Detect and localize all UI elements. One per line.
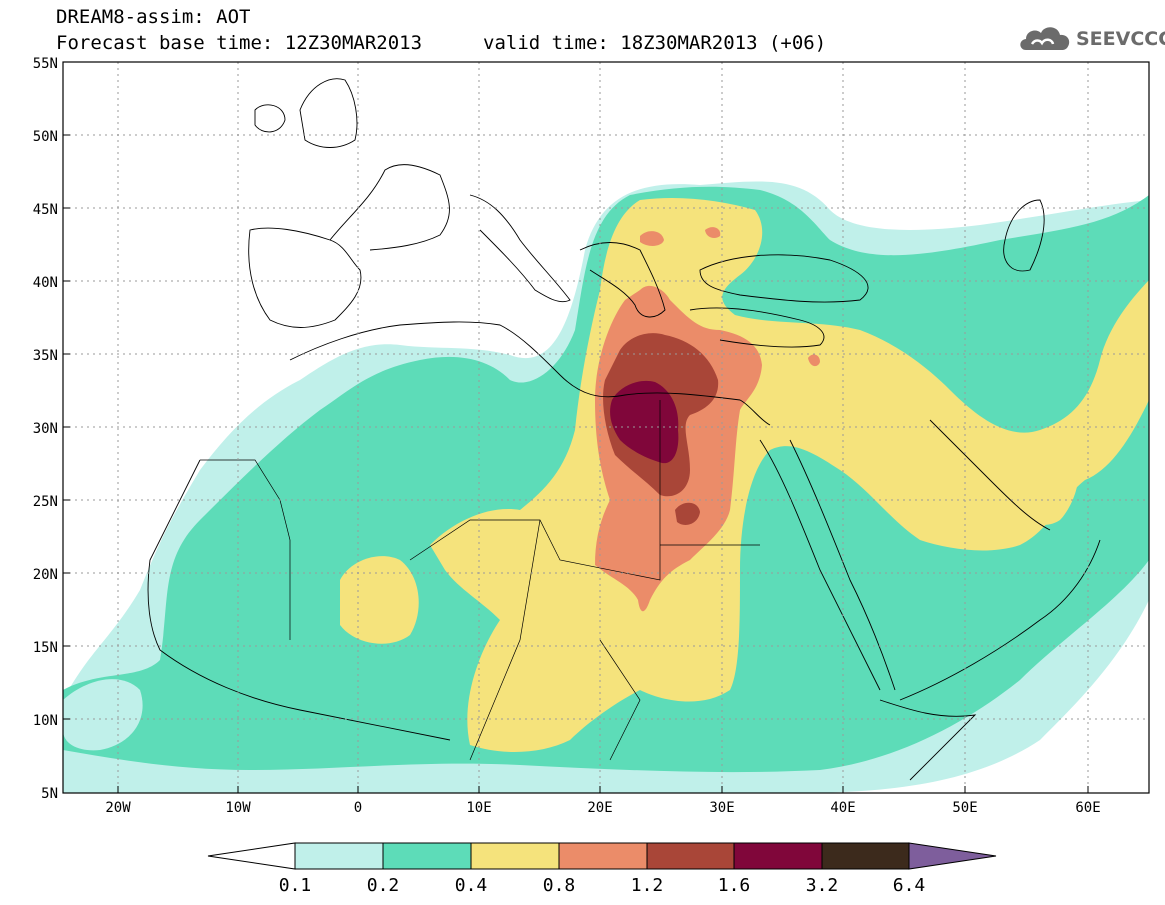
aot-0-8-patch-balkans-east (705, 227, 721, 238)
lat-label: 10N (33, 713, 58, 729)
colorbar-label: 6.4 (893, 875, 926, 896)
coastline-red-sea (759, 439, 881, 691)
aot-0-1-patch (63, 679, 143, 751)
graticule (63, 62, 1149, 793)
lat-label: 50N (33, 129, 58, 145)
lat-label: 25N (33, 494, 58, 510)
colorbar-bin (558, 842, 648, 870)
seevccc-logo: SEEVCCC (1018, 22, 1165, 56)
lon-label: 20E (587, 800, 612, 816)
logo-text: SEEVCCC (1076, 28, 1165, 50)
colorbar-label: 0.8 (543, 875, 576, 896)
lat-label: 35N (33, 348, 58, 364)
lon-label: 10W (225, 800, 251, 816)
lon-label: 0 (354, 800, 362, 816)
colorbar-upper-arrow (908, 842, 997, 870)
lon-label: 50E (952, 800, 977, 816)
lat-label: 5N (41, 786, 58, 802)
colorbar-label: 0.4 (455, 875, 488, 896)
colorbar-bin (470, 842, 560, 870)
latitude-labels: 55N 50N 45N 40N 35N 30N 25N 20N 15N 10N … (33, 56, 58, 802)
coastline-north-africa (289, 321, 771, 426)
lat-label: 45N (33, 202, 58, 218)
colorbar-bin (733, 842, 823, 870)
colorbar (207, 842, 997, 870)
coastline-britain (299, 78, 358, 148)
aot-0-4-patch (340, 556, 419, 644)
aot-0-4-patch-arabia (1020, 457, 1079, 525)
coastline-italy (469, 194, 571, 303)
colorbar-bin (646, 842, 735, 870)
lat-label: 55N (33, 56, 58, 72)
coastline-caspian (1003, 199, 1045, 272)
lon-label: 10E (466, 800, 491, 816)
colorbar-labels: 0.1 0.2 0.4 0.8 1.2 1.6 3.2 6.4 (279, 875, 926, 896)
lat-label: 30N (33, 421, 58, 437)
coastline-red-sea-east (789, 439, 896, 691)
coastline-ireland (254, 104, 286, 133)
colorbar-label: 1.2 (631, 875, 664, 896)
map-title: DREAM8-assim: AOT (56, 6, 251, 28)
colorbar-lower-arrow (207, 842, 296, 870)
coastline-france (329, 164, 450, 251)
longitude-labels: 20W 10W 0 10E 20E 30E 40E 50E 60E (105, 800, 1100, 816)
coastline-arabia-south (899, 539, 1101, 701)
coastlines (147, 78, 1101, 781)
coastline-iberia (248, 227, 362, 328)
aot-0-8-patch-arabia (808, 354, 820, 367)
aot-1-6-region (610, 380, 679, 464)
lon-label: 60E (1075, 800, 1100, 816)
colorbar-label: 1.6 (718, 875, 751, 896)
colorbar-bin (821, 842, 910, 870)
cloud-icon (1020, 27, 1070, 50)
coastline-west-africa (147, 459, 451, 741)
coastline-balkans (579, 242, 666, 318)
lat-label: 40N (33, 275, 58, 291)
colorbar-label: 0.1 (279, 875, 312, 896)
coastline-horn-of-africa (879, 699, 977, 781)
colorbar-label: 3.2 (806, 875, 839, 896)
aot-contours (63, 181, 1149, 793)
colorbar-bin (294, 842, 384, 870)
forecast-base-time: Forecast base time: 12Z30MAR2013 (56, 32, 423, 54)
lon-label: 30E (709, 800, 734, 816)
aot-0-8-patch-balkans (640, 231, 664, 246)
coastline-persian-gulf (929, 419, 1051, 531)
aot-1-2-patch (675, 502, 700, 525)
coastline-turkey (689, 307, 825, 348)
coastline-black-sea (699, 254, 869, 303)
colorbar-bin (382, 842, 472, 870)
lon-label: 20W (105, 800, 131, 816)
colorbar-label: 0.2 (367, 875, 400, 896)
valid-time: valid time: 18Z30MAR2013 (+06) (483, 32, 827, 54)
lat-label: 20N (33, 567, 58, 583)
lat-label: 15N (33, 640, 58, 656)
axis-ticks (63, 61, 1089, 793)
lon-label: 40E (830, 800, 855, 816)
